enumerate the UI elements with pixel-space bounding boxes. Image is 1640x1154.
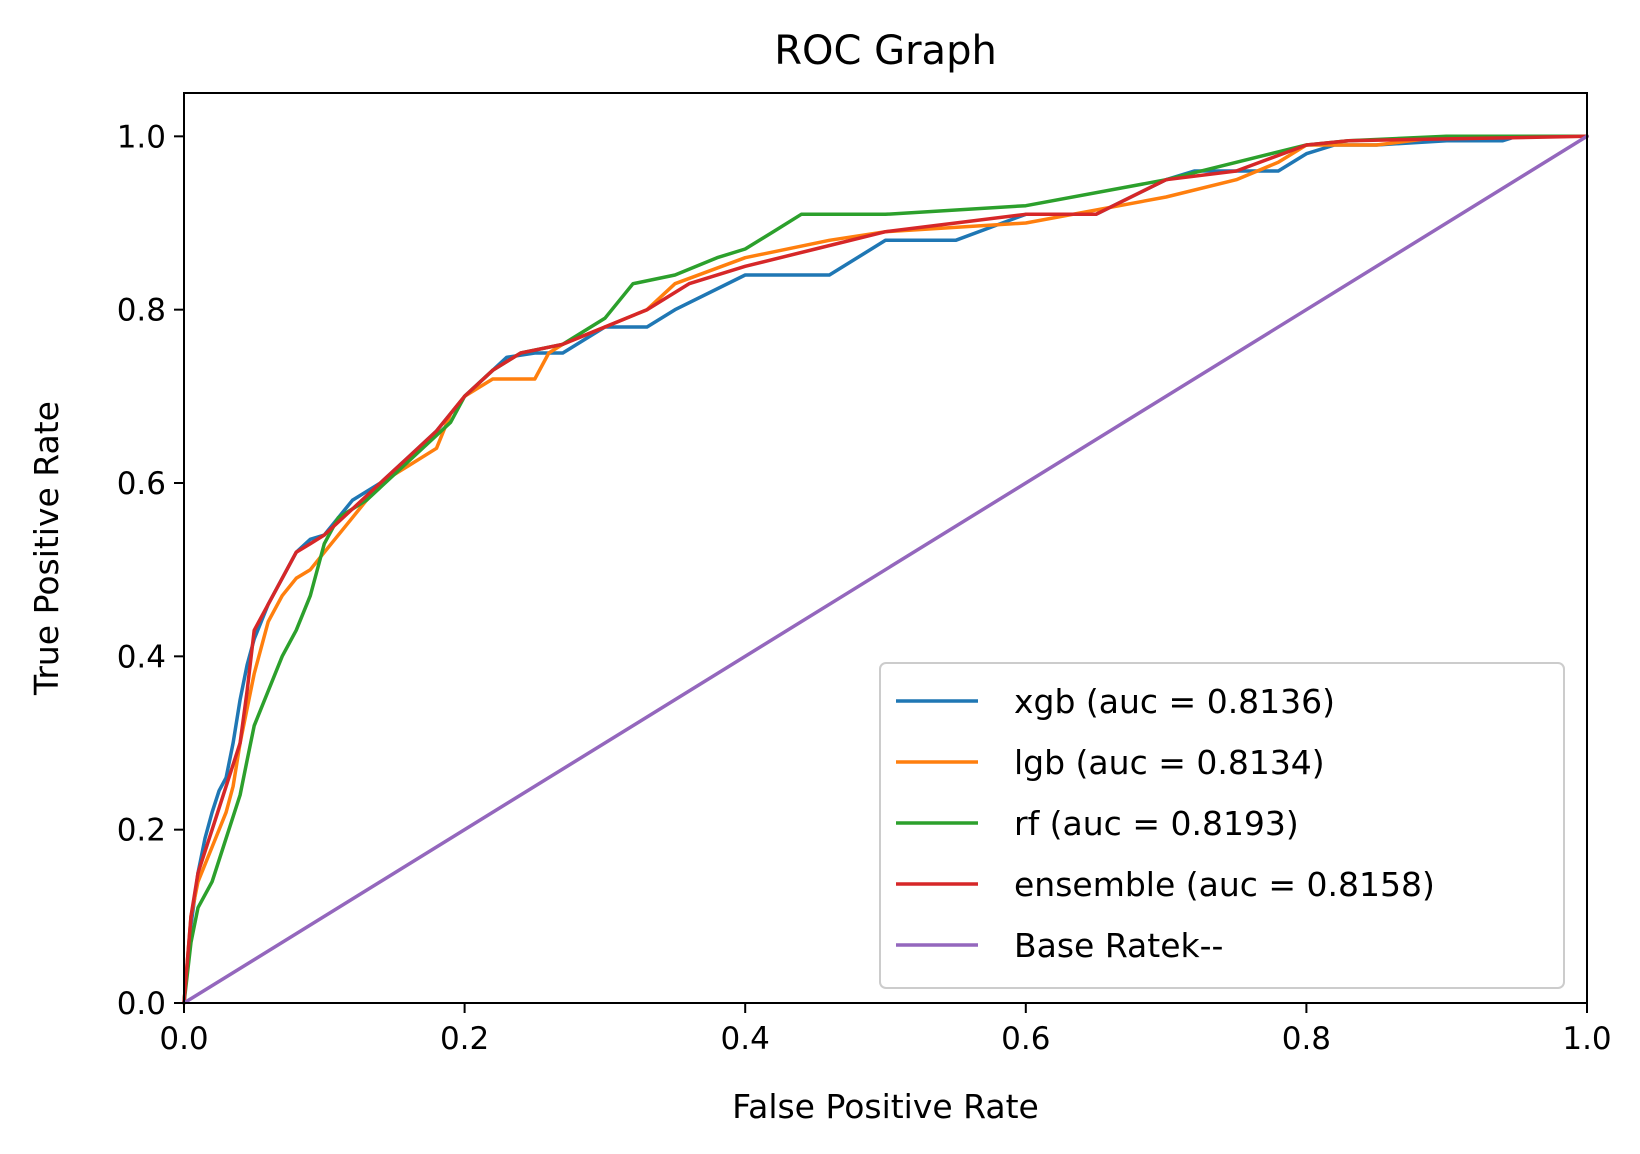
axes-frame bbox=[183, 92, 1588, 1004]
legend: xgb (auc = 0.8136) lgb (auc = 0.8134) rf (… bbox=[879, 662, 1565, 989]
y-tick-label: 0.6 bbox=[117, 466, 166, 502]
series-line-4 bbox=[182, 134, 1589, 1005]
series-line-3 bbox=[182, 134, 1589, 1005]
x-tick-label: 0.0 bbox=[159, 1021, 208, 1057]
legend-label: ensemble (auc = 0.8158) bbox=[1014, 865, 1435, 904]
x-tick-label: 0.4 bbox=[721, 1021, 770, 1057]
chart-title: ROC Graph bbox=[774, 28, 997, 74]
legend-label: rf (auc = 0.8193) bbox=[1014, 804, 1299, 843]
y-tick-label: 0.2 bbox=[117, 813, 166, 849]
y-axis-label: True Positive Rate bbox=[27, 401, 66, 696]
legend-box bbox=[879, 662, 1565, 989]
legend-label: Base Ratek-- bbox=[1014, 926, 1223, 965]
y-axis: 0.0 0.2 0.4 0.6 0.8 1.0 bbox=[117, 119, 184, 1022]
y-tick-label: 0.0 bbox=[117, 986, 166, 1022]
x-tick-label: 1.0 bbox=[1562, 1021, 1611, 1057]
x-axis: 0.0 0.2 0.4 0.6 0.8 1.0 bbox=[159, 1003, 1612, 1057]
series-layer bbox=[182, 134, 1589, 1005]
legend-label: lgb (auc = 0.8134) bbox=[1014, 743, 1325, 782]
y-tick-label: 0.8 bbox=[117, 293, 166, 329]
x-tick-label: 0.2 bbox=[440, 1021, 489, 1057]
x-axis-label: False Positive Rate bbox=[732, 1087, 1039, 1126]
x-tick-label: 0.8 bbox=[1282, 1021, 1331, 1057]
x-tick-label: 0.6 bbox=[1001, 1021, 1050, 1057]
legend-label: xgb (auc = 0.8136) bbox=[1014, 682, 1335, 721]
y-tick-label: 1.0 bbox=[117, 119, 166, 155]
y-tick-label: 0.4 bbox=[117, 639, 166, 675]
